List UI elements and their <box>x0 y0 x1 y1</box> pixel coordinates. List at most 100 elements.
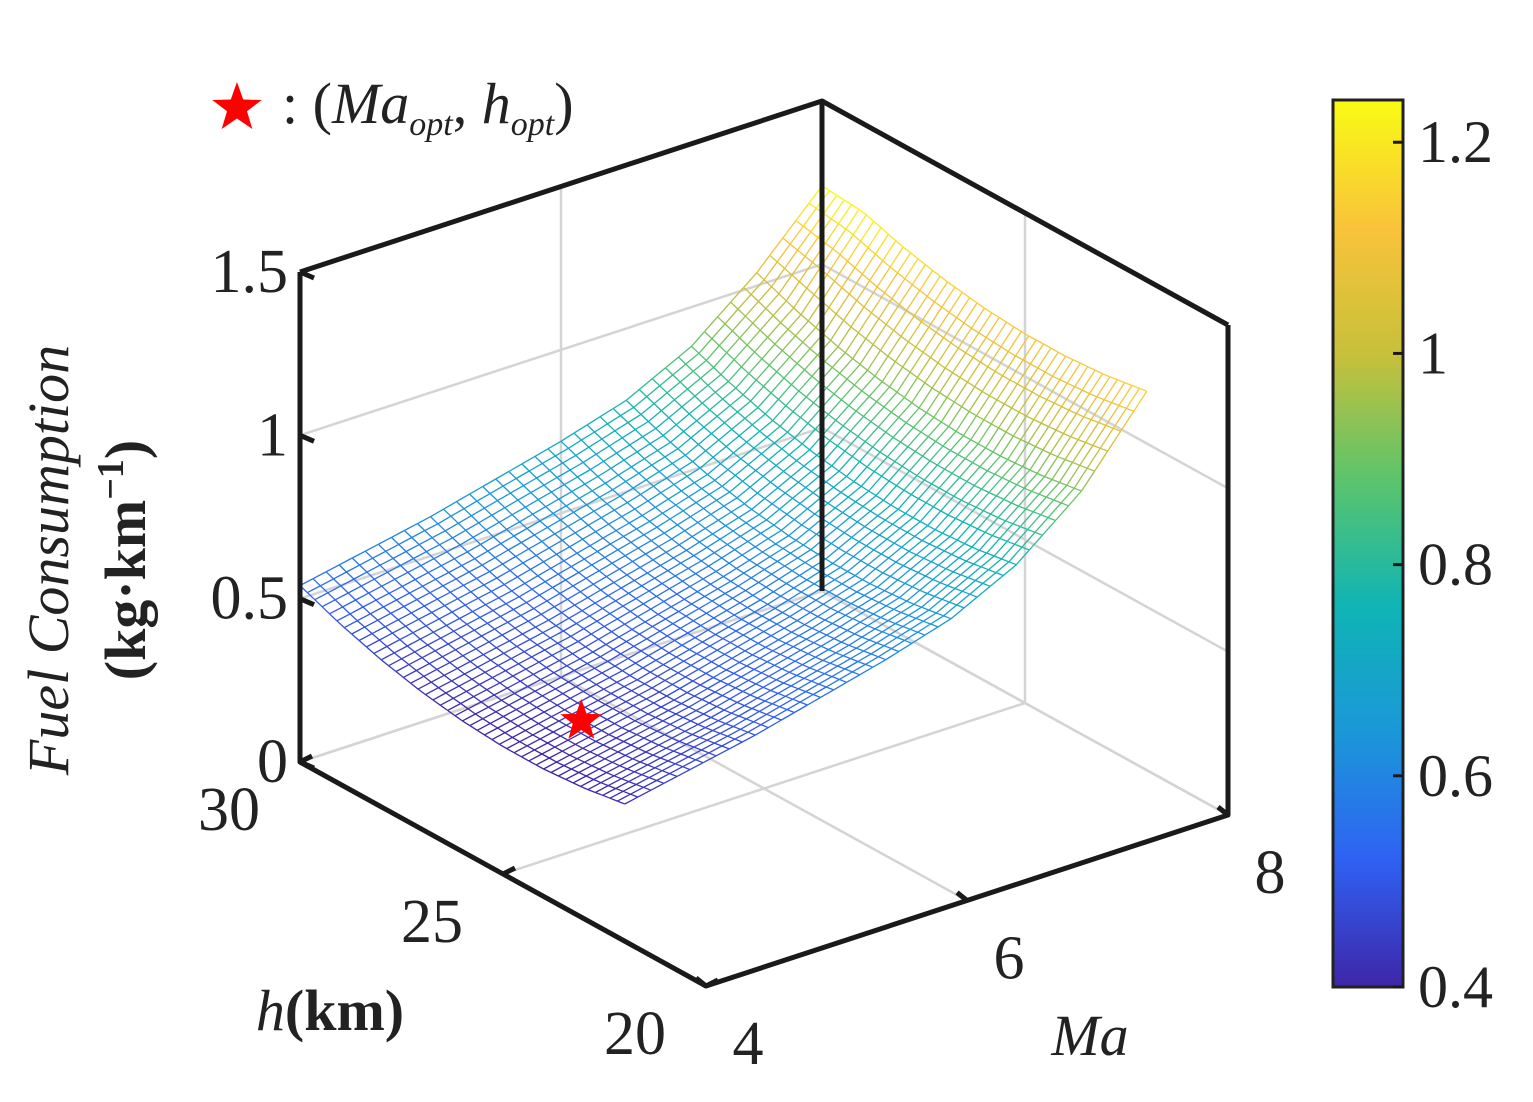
surface-line-ma <box>618 697 627 703</box>
surface-line-ma <box>607 595 616 602</box>
surface-line-ma <box>524 582 533 590</box>
surface-line-ma <box>656 779 665 784</box>
surface-line-h <box>638 687 653 696</box>
surface-line-h <box>414 572 429 581</box>
surface-line-ma <box>763 385 772 394</box>
surface-line-ma <box>1013 435 1022 441</box>
surface-line-ma <box>552 731 561 737</box>
surface-line-ma <box>1007 458 1016 464</box>
surface-line-h <box>469 654 484 663</box>
surface-line-h <box>822 595 837 605</box>
surface-line-h <box>907 321 922 343</box>
surface-line-h <box>719 597 733 607</box>
surface-line-h <box>1019 511 1034 528</box>
surface-line-h <box>661 763 676 772</box>
surface-line-ma <box>1111 401 1120 407</box>
surface-line-ma <box>657 675 666 681</box>
surface-line-ma <box>620 653 629 660</box>
surface-line-ma <box>662 512 671 520</box>
surface-line-ma <box>836 527 845 534</box>
surface-line-ma <box>948 311 957 319</box>
surface-line-h <box>576 751 591 760</box>
surface-line-ma <box>935 331 944 339</box>
surface-line-h <box>423 668 438 677</box>
surface-line-h <box>1053 382 1068 404</box>
surface-line-h <box>783 620 798 629</box>
surface-line-ma <box>656 595 665 603</box>
surface-line-ma <box>462 720 471 727</box>
surface-line-ma <box>366 571 375 580</box>
surface-line-h <box>790 544 804 554</box>
surface-line-ma <box>451 680 460 687</box>
surface-line-ma <box>866 466 875 473</box>
surface-line-ma <box>969 297 978 304</box>
surface-line-ma <box>408 664 417 672</box>
surface-line-h <box>450 508 465 517</box>
surface-line-h <box>902 554 917 567</box>
surface-line-ma <box>502 715 511 722</box>
surface-line-ma <box>934 595 943 600</box>
surface-line-ma <box>844 352 854 360</box>
surface-line-h <box>777 476 792 489</box>
surface-line-ma <box>713 366 722 375</box>
surface-line-h <box>961 580 976 592</box>
surface-line-h <box>614 502 628 511</box>
surface-line-ma <box>520 614 529 622</box>
surface-line-ma <box>996 495 1005 500</box>
surface-line-ma <box>661 770 670 775</box>
surface-line-h <box>841 575 856 585</box>
surface-line-ma <box>427 644 436 652</box>
surface-line-ma <box>653 702 662 708</box>
surface-line-h <box>746 430 761 443</box>
surface-line-h <box>672 676 686 685</box>
surface-line-ma <box>621 727 630 732</box>
surface-line-h <box>900 603 915 614</box>
surface-line-ma <box>819 631 827 636</box>
surface-line-ma <box>622 790 631 795</box>
surface-line-ma <box>496 647 505 654</box>
surface-line-ma <box>774 607 783 614</box>
surface-line-ma <box>674 639 683 646</box>
surface-line-h <box>599 648 614 658</box>
surface-line-ma <box>651 378 661 387</box>
surface-line-h <box>930 550 945 563</box>
surface-line-ma <box>810 231 819 239</box>
surface-line-h <box>638 741 652 750</box>
surface-line-h <box>759 315 774 331</box>
surface-line-h <box>804 354 818 371</box>
surface-line-h <box>855 395 870 412</box>
surface-line-h <box>643 779 657 788</box>
surface-line-ma <box>658 744 667 749</box>
surface-line-h <box>977 513 992 530</box>
surface-line-ma <box>795 220 804 227</box>
surface-line-h <box>712 445 727 458</box>
surface-line-ma <box>1016 484 1025 489</box>
surface-line-ma <box>410 612 420 620</box>
surface-line-h <box>1002 355 1017 377</box>
surface-line-h <box>419 631 434 640</box>
surface-line-h <box>964 528 979 545</box>
surface-line-h <box>747 724 762 733</box>
surface-line-ma <box>660 564 669 572</box>
surface-line-h <box>409 585 423 594</box>
surface-line-h <box>387 564 401 573</box>
surface-line-ma <box>507 621 516 629</box>
surface-line-h <box>816 662 831 672</box>
surface-line-ma <box>853 384 863 392</box>
surface-line-ma <box>750 638 759 644</box>
surface-line-ma <box>498 743 508 750</box>
surface-line-h <box>792 638 807 648</box>
surface-line-h <box>748 672 762 681</box>
surface-line-h <box>739 594 754 604</box>
surface-line-h <box>886 441 901 458</box>
surface-line-ma <box>901 465 910 472</box>
optimum-star-marker <box>560 699 603 739</box>
surface-line-h <box>867 227 882 249</box>
surface-line-h <box>741 351 755 368</box>
surface-line-h <box>593 772 607 781</box>
surface-line-h <box>793 508 808 521</box>
surface-line-ma <box>681 703 690 708</box>
surface-line-ma <box>731 657 740 663</box>
surface-line-h <box>447 636 462 645</box>
surface-line-h <box>780 519 795 531</box>
